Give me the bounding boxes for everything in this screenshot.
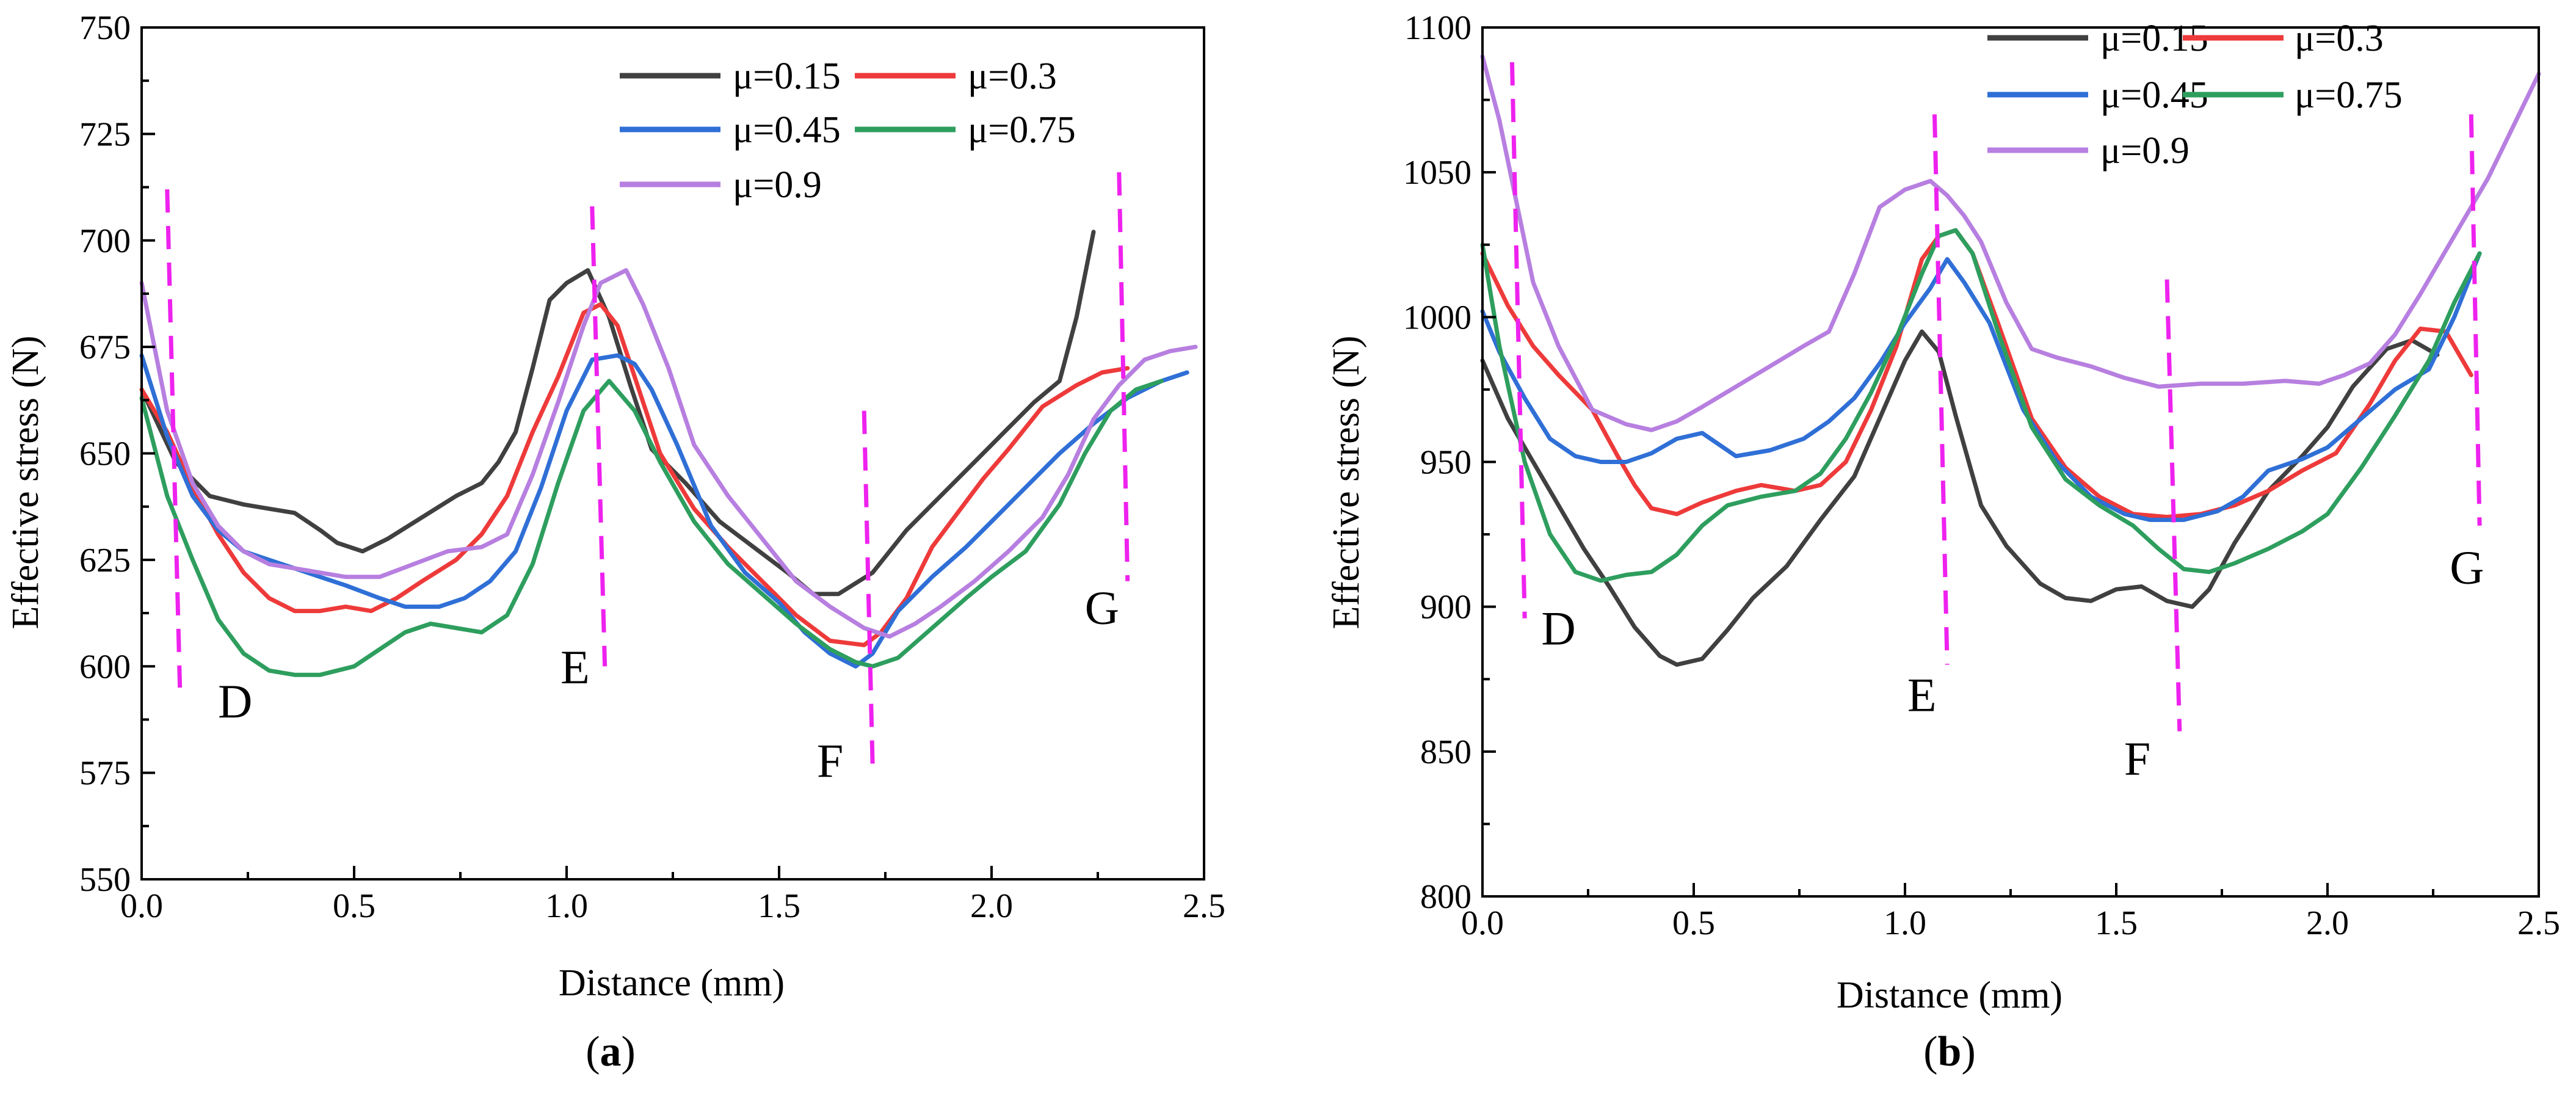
legend-b: μ=0.15 μ=0.3 μ=0.45 μ=0.75 μ=0.9 [1987, 18, 2403, 172]
region-divider-a-1 [590, 206, 608, 667]
region-label-a-e: E [561, 641, 590, 694]
x-tick-label-b-1: 0.5 [1672, 904, 1715, 942]
x-tick-label-a-3: 1.5 [758, 887, 800, 925]
legend-label-a-2: μ=0.45 [733, 109, 841, 151]
legend-a: μ=0.15 μ=0.3 μ=0.45 μ=0.75 μ=0.9 [620, 56, 1076, 206]
y-tick-label-b-5: 1050 [1403, 154, 1471, 192]
x-tick-label-b-3: 1.5 [2095, 904, 2138, 942]
annotation-layer-b: D E F G [1541, 541, 2484, 785]
region-divider-a-2 [862, 410, 875, 764]
x-tick-label-a-0: 0.0 [120, 887, 163, 925]
y-tick-label-a-1: 575 [79, 755, 131, 793]
x-tick-label-a-5: 2.5 [1183, 887, 1225, 925]
region-label-b-d: D [1541, 601, 1575, 655]
region-label-b-e: E [1907, 668, 1937, 721]
chart-panel-b: 0.0 0.5 1.0 1.5 2.0 2.5 800 850 900 950 1000 1050 11… [1326, 9, 2560, 1075]
region-divider-a-3 [1117, 172, 1130, 581]
y-tick-label-a-6: 700 [79, 222, 131, 260]
y-tick-label-b-4: 1000 [1403, 299, 1471, 336]
legend-label-b-1: μ=0.3 [2295, 18, 2384, 59]
region-divider-a-0 [165, 189, 183, 688]
legend-label-b-4: μ=0.9 [2100, 130, 2190, 172]
legend-label-a-0: μ=0.15 [733, 56, 841, 97]
y-tick-label-b-3: 950 [1420, 444, 1471, 482]
legend-label-a-3: μ=0.75 [968, 109, 1076, 151]
legend-label-b-3: μ=0.75 [2295, 74, 2403, 116]
region-divider-b-2 [2164, 279, 2182, 732]
y-tick-label-b-6: 1100 [1404, 9, 1471, 47]
y-tick-label-a-4: 650 [79, 435, 131, 473]
series-line-a-0 [139, 230, 1096, 597]
region-label-b-f: F [2124, 732, 2150, 785]
series-line-b-2 [1480, 251, 2482, 522]
y-axis-title-a: Effective stress (N) [5, 336, 46, 630]
ticks-layer-b: 0.0 0.5 1.0 1.5 2.0 2.5 800 850 900 950 1000 1050 11… [1403, 9, 2560, 942]
y-tick-label-b-2: 900 [1420, 589, 1471, 626]
legend-label-a-1: μ=0.3 [968, 56, 1057, 97]
series-line-a-3 [139, 379, 1164, 677]
x-axis-title-a: Distance (mm) [559, 962, 785, 1004]
y-tick-label-b-1: 850 [1420, 733, 1471, 771]
region-label-a-d: D [218, 675, 252, 728]
x-tick-label-b-4: 2.0 [2306, 904, 2349, 942]
y-tick-label-a-3: 625 [79, 542, 131, 579]
panel-label-b: (b) [1923, 1028, 1976, 1075]
series-layer-a [139, 230, 1198, 677]
series-line-b-4 [1480, 54, 2541, 432]
series-line-b-3 [1480, 228, 2482, 583]
region-divider-b-1 [1932, 114, 1950, 665]
x-tick-label-a-1: 0.5 [333, 887, 376, 925]
series-line-a-1 [139, 302, 1130, 647]
region-label-a-f: F [817, 735, 843, 788]
region-label-a-g: G [1085, 581, 1119, 634]
ticks-layer-a: 0.0 0.5 1.0 1.5 2.0 2.5 550 575 600 625 650 675 700 7… [79, 9, 1225, 925]
divider-layer-b [1509, 62, 2482, 732]
y-tick-label-a-5: 675 [79, 329, 131, 366]
series-line-b-0 [1480, 329, 2440, 667]
x-tick-label-a-4: 2.0 [970, 887, 1013, 925]
x-tick-label-b-2: 1.0 [1884, 904, 1926, 942]
region-label-b-g: G [2450, 541, 2484, 594]
y-tick-label-b-0: 800 [1420, 878, 1471, 916]
y-tick-label-a-0: 550 [79, 861, 131, 899]
legend-label-a-4: μ=0.9 [733, 164, 822, 206]
chart-panel-a: 0.0 0.5 1.0 1.5 2.0 2.5 550 575 600 625 650 675 700 7… [5, 9, 1225, 1075]
x-tick-label-a-2: 1.0 [545, 887, 588, 925]
x-axis-title-b: Distance (mm) [1837, 975, 2063, 1016]
y-tick-label-a-2: 600 [79, 648, 131, 686]
annotation-layer-a: D E F G [218, 581, 1119, 788]
x-tick-label-b-0: 0.0 [1461, 904, 1504, 942]
region-divider-b-0 [1509, 62, 1527, 619]
y-tick-label-a-7: 725 [79, 115, 131, 153]
series-line-a-4 [139, 268, 1198, 639]
y-tick-label-a-8: 750 [79, 9, 131, 47]
region-divider-b-3 [2469, 114, 2482, 526]
divider-layer-a [165, 172, 1130, 764]
x-tick-label-b-5: 2.5 [2517, 904, 2560, 942]
y-axis-title-b: Effective stress (N) [1326, 336, 1367, 630]
panel-label-a: (a) [586, 1028, 636, 1075]
